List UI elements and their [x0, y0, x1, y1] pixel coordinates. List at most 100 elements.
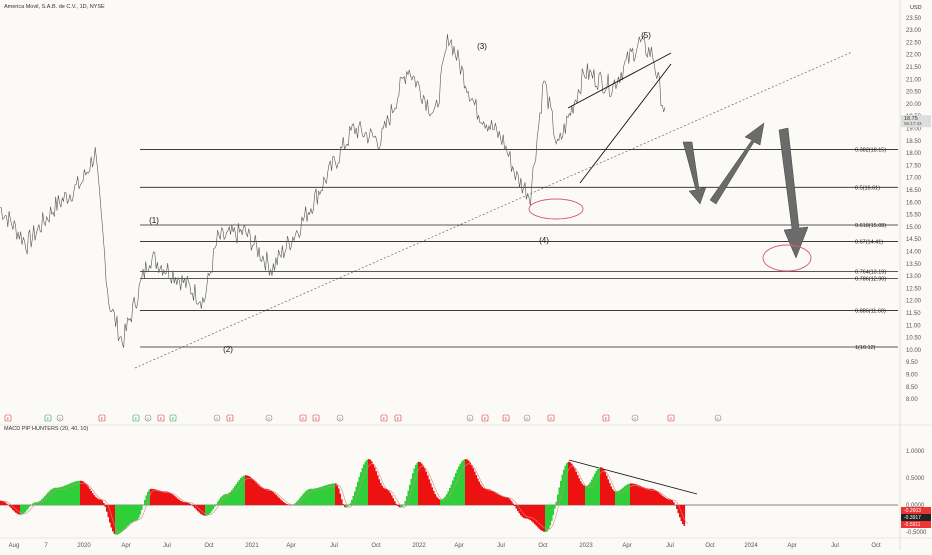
macd-bar — [514, 505, 516, 506]
currency-label: USD — [910, 5, 922, 11]
macd-bar — [482, 487, 484, 505]
macd-bar — [360, 472, 362, 505]
wave-label: (4) — [539, 236, 549, 245]
macd-bar — [432, 487, 434, 505]
price-tick-label: 23.50 — [906, 16, 922, 22]
macd-bar — [225, 494, 227, 505]
time-tick-label: Oct — [371, 543, 381, 549]
fib-level-label: 0.382(18.15) — [855, 147, 886, 153]
event-marker-label: E — [229, 416, 232, 421]
macd-bar — [114, 505, 116, 534]
macd-bar — [247, 475, 249, 505]
price-tick-label: 16.50 — [906, 188, 922, 194]
macd-bar — [177, 499, 179, 505]
macd-bar — [47, 493, 49, 505]
macd-bar — [120, 505, 122, 533]
macd-bar — [659, 493, 661, 505]
macd-bar — [650, 489, 652, 505]
macd-bar — [596, 471, 598, 505]
wave-label: (2) — [223, 345, 233, 354]
macd-bar — [379, 479, 381, 505]
macd-bar — [115, 505, 117, 535]
macd-bar — [153, 489, 155, 505]
macd-bar — [144, 500, 146, 505]
macd-bar — [455, 473, 457, 505]
macd-bar — [316, 488, 318, 505]
macd-bar — [451, 484, 453, 505]
macd-bar — [158, 490, 160, 505]
macd-bar — [580, 481, 582, 505]
macd-bar — [672, 500, 674, 505]
event-marker-label: E — [101, 416, 104, 421]
macd-bar — [251, 478, 253, 505]
time-tick-label: Oct — [538, 543, 548, 549]
macd-bar — [57, 488, 59, 505]
macd-bar — [190, 504, 192, 505]
macd-bar — [394, 501, 396, 505]
macd-bar — [333, 484, 335, 505]
event-marker-label: D — [339, 416, 342, 421]
macd-bar — [377, 475, 379, 505]
event-marker-label: D — [59, 416, 62, 421]
price-tick-label: 20.00 — [906, 102, 922, 108]
macd-bar — [415, 465, 417, 505]
macd-bar — [2, 501, 4, 505]
macd-bar — [274, 493, 276, 505]
current-price-countdown: 06:17:43 — [904, 121, 922, 126]
event-marker-label: D — [634, 416, 637, 421]
macd-bar — [668, 499, 670, 505]
event-marker-label: E — [397, 416, 400, 421]
macd-bar — [591, 480, 593, 505]
macd-bar — [673, 502, 675, 505]
macd-bar — [493, 491, 495, 505]
macd-bar — [547, 505, 549, 531]
time-tick-label: Apr — [286, 543, 295, 549]
macd-bar — [207, 505, 209, 516]
macd-bar — [286, 504, 288, 505]
price-tick-label: 14.50 — [906, 237, 922, 243]
macd-bar — [233, 488, 235, 505]
macd-bar — [497, 494, 499, 505]
time-tick-label: Apr — [787, 543, 796, 549]
macd-bar — [277, 496, 279, 505]
event-marker-label: E — [670, 416, 673, 421]
macd-bar — [500, 496, 502, 505]
macd-bar — [340, 494, 342, 505]
macd-bar — [248, 476, 250, 505]
macd-bar — [424, 468, 426, 505]
macd-bar — [25, 505, 27, 512]
macd-bar — [83, 482, 85, 505]
macd-bar — [123, 505, 125, 531]
macd-bar — [138, 505, 140, 518]
time-tick-label: 2023 — [579, 543, 593, 549]
macd-bar — [371, 461, 373, 505]
macd-bar — [490, 490, 492, 505]
macd-bar — [477, 479, 479, 505]
macd-bar — [354, 492, 356, 505]
macd-bar — [656, 491, 658, 505]
macd-bar — [513, 504, 515, 505]
macd-bar — [537, 505, 539, 527]
macd-bar — [414, 469, 416, 505]
macd-bar — [308, 489, 310, 505]
macd-bar — [6, 504, 8, 505]
macd-bar — [553, 505, 555, 515]
macd-bar — [556, 502, 558, 505]
macd-bar — [171, 494, 173, 505]
macd-bar — [97, 498, 99, 505]
macd-bar — [170, 493, 172, 505]
macd-bar — [78, 481, 80, 505]
macd-bar — [132, 505, 134, 522]
event-marker-label: E — [550, 416, 553, 421]
macd-bar — [579, 478, 581, 505]
macd-bar — [282, 501, 284, 505]
macd-bar — [648, 489, 650, 505]
event-marker-label: D — [469, 416, 472, 421]
macd-bar — [433, 491, 435, 505]
macd-bar — [106, 505, 108, 512]
macd-bar — [268, 489, 270, 505]
macd-bar — [599, 468, 601, 505]
macd-bar — [109, 505, 111, 523]
macd-bar — [260, 487, 262, 505]
